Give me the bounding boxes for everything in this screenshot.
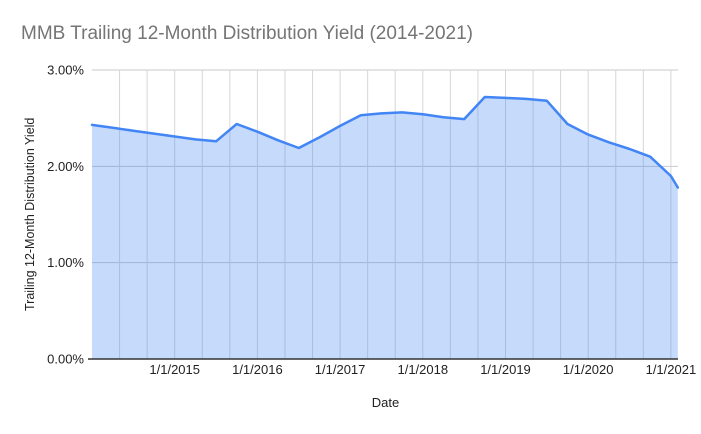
chart-title: MMB Trailing 12-Month Distribution Yield…: [21, 23, 473, 44]
x-tick-label: 1/1/2017: [315, 362, 366, 377]
x-tick-label: 1/1/2015: [149, 362, 200, 377]
x-tick-label: 1/1/2018: [397, 362, 448, 377]
y-tick-label: 2.00%: [47, 159, 84, 174]
series-line: [90, 95, 680, 189]
x-tick-label: 1/1/2021: [646, 362, 697, 377]
x-tick-label: 1/1/2016: [232, 362, 283, 377]
y-tick-label: 0.00%: [47, 352, 84, 367]
series-area: [92, 97, 678, 359]
x-axis-title: Date: [371, 395, 400, 410]
x-tick-label: 1/1/2019: [480, 362, 531, 377]
y-tick-label: 3.00%: [47, 63, 84, 78]
y-tick-label: 1.00%: [47, 255, 84, 270]
x-tick-label: 1/1/2020: [563, 362, 614, 377]
